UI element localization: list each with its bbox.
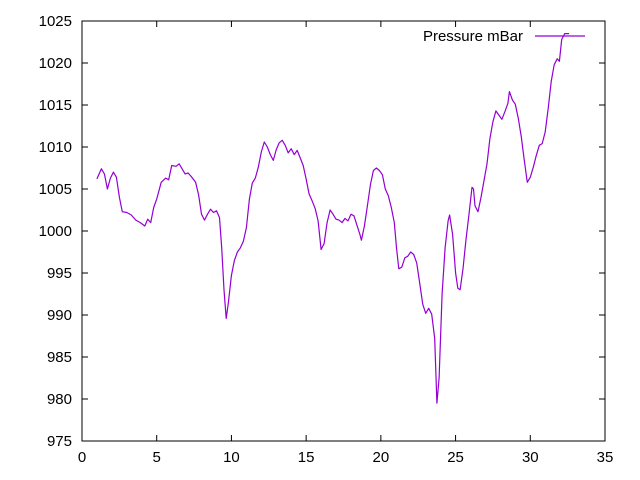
x-tick-label: 20 xyxy=(373,449,390,466)
y-tick-label: 980 xyxy=(47,391,72,408)
x-tick-label: 25 xyxy=(447,449,464,466)
x-tick-label: 15 xyxy=(298,449,315,466)
y-tick-label: 1010 xyxy=(39,139,72,156)
series-layer xyxy=(96,32,570,404)
y-tick-label: 1020 xyxy=(39,55,72,72)
y-tick-label: 1015 xyxy=(39,97,72,114)
y-tick-label: 975 xyxy=(47,433,72,450)
x-tick-label: 0 xyxy=(78,449,86,466)
y-tick-label: 990 xyxy=(47,307,72,324)
axis-ticks: 0 5 10 15 20 25 30 3597598098599099510001005101… xyxy=(39,13,614,466)
y-tick-label: 995 xyxy=(47,265,72,282)
legend-label: Pressure mBar xyxy=(423,28,523,45)
y-tick-label: 985 xyxy=(47,349,72,366)
x-tick-label: 10 xyxy=(223,449,240,466)
x-tick-label: 35 xyxy=(597,449,614,466)
x-tick-label: 5 xyxy=(153,449,161,466)
x-tick-label: 30 xyxy=(522,449,539,466)
y-tick-label: 1005 xyxy=(39,181,72,198)
legend: Pressure mBar xyxy=(423,28,585,45)
y-tick-label: 1000 xyxy=(39,223,72,240)
y-tick-label: 1025 xyxy=(39,13,72,30)
plot-frame xyxy=(81,20,606,442)
series-line-pressure xyxy=(96,32,570,404)
